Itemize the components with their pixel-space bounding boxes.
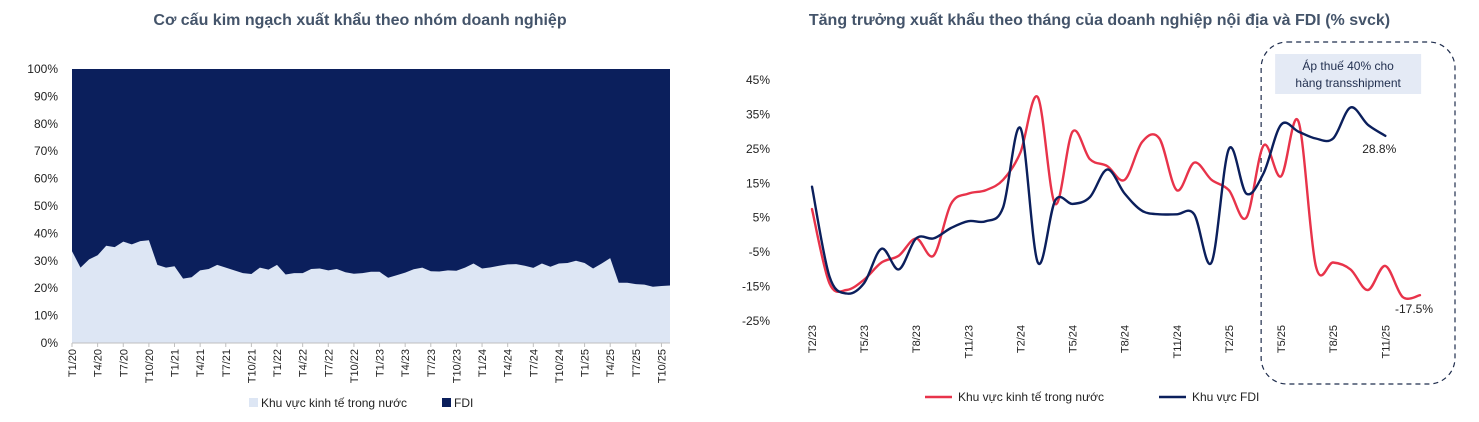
left-area-chart: 0% 10% 20% 30% 40% 50% 60% 70% 80% 90% 100% T1/20 T4… [27, 62, 670, 410]
y-tick-label: 15% [746, 176, 770, 190]
x-tick-label: T1/24 [477, 349, 489, 377]
x-tick-label: T8/23 [911, 325, 923, 353]
y-tick-label: -25% [742, 314, 770, 328]
legend-label-domestic: Khu vực kinh tế trong nước [958, 390, 1104, 404]
right-line-chart: -25% -15% -5% 5% 15% 25% 35% 45% T2/23 T5/23 T8/23… [742, 41, 1456, 404]
x-tick-label: T7/20 [118, 349, 130, 377]
x-tick-label: T10/23 [451, 349, 463, 383]
x-tick-label: T5/24 [1068, 325, 1080, 353]
x-tick-label: T7/22 [323, 349, 335, 377]
x-tick-label: T4/21 [195, 349, 207, 377]
y-tick-label: 25% [746, 142, 770, 156]
end-label-fdi: 28.8% [1362, 142, 1396, 156]
x-tick-label: T10/25 [657, 349, 669, 383]
x-tick-label: T2/25 [1224, 325, 1236, 353]
y-tick-label: 100% [27, 62, 58, 76]
x-tick-label: T7/25 [631, 349, 643, 377]
legend-swatch-domestic [249, 398, 258, 407]
right-chart-title: Tăng trưởng xuất khẩu theo tháng của doa… [808, 12, 1391, 29]
annotation-box [1275, 54, 1422, 94]
x-tick-label: T10/20 [144, 349, 156, 383]
x-tick-label: T4/25 [605, 349, 617, 377]
x-tick-label: T7/21 [221, 349, 233, 377]
x-tick-label: T7/23 [426, 349, 438, 377]
legend-label-fdi: Khu vực FDI [1192, 390, 1259, 404]
legend-label-fdi: FDI [454, 396, 473, 410]
legend-label-domestic: Khu vực kinh tế trong nước [261, 396, 407, 410]
x-tick-label: T5/25 [1276, 325, 1288, 353]
x-tick-label: T1/25 [580, 349, 592, 377]
y-tick-label: -5% [749, 245, 771, 259]
domestic-area [72, 240, 670, 343]
x-tick-label: T11/24 [1172, 325, 1184, 358]
x-tick-label: T10/24 [554, 349, 566, 383]
right-chart-panel: Tăng trưởng xuất khẩu theo tháng của doa… [720, 0, 1479, 422]
legend-swatch-fdi [442, 398, 451, 407]
highlight-box [1260, 41, 1456, 385]
y-tick-label: 50% [34, 199, 58, 213]
y-tick-label: -15% [742, 280, 770, 294]
y-tick-label: 45% [746, 73, 770, 87]
y-tick-label: 80% [34, 117, 58, 131]
x-tick-label: T1/22 [272, 349, 284, 377]
y-tick-label: 40% [34, 226, 58, 240]
x-tick-label: T4/24 [503, 349, 515, 377]
left-chart-title: Cơ cấu kim ngạch xuất khẩu theo nhóm doa… [153, 12, 567, 29]
domestic-growth-line [810, 95, 1422, 300]
x-tick-label: T11/23 [963, 325, 975, 358]
fdi-growth-line [810, 106, 1387, 295]
x-tick-label: T4/20 [93, 349, 105, 377]
x-tick-label: T8/25 [1328, 325, 1340, 353]
x-tick-label: T8/24 [1120, 325, 1132, 353]
y-tick-label: 20% [34, 281, 58, 295]
y-tick-label: 5% [753, 211, 771, 225]
y-tick-label: 90% [34, 89, 58, 103]
x-tick-label: T10/22 [349, 349, 361, 383]
annotation-text-line2: hàng transshipment [1295, 76, 1401, 90]
x-tick-label: T11/25 [1380, 325, 1392, 358]
x-tick-label: T4/22 [298, 349, 310, 377]
left-chart-panel: Cơ cấu kim ngạch xuất khẩu theo nhóm doa… [0, 0, 720, 422]
y-tick-label: 35% [746, 107, 770, 121]
x-tick-label: T2/23 [807, 325, 819, 353]
y-tick-label: 60% [34, 172, 58, 186]
end-label-domestic: -17.5% [1395, 302, 1433, 316]
x-tick-label: T10/21 [246, 349, 258, 383]
y-tick-label: 70% [34, 144, 58, 158]
y-tick-label: 30% [34, 254, 58, 268]
x-tick-label: T4/23 [400, 349, 412, 377]
y-tick-label: 0% [41, 336, 59, 350]
annotation-text-line1: Áp thuế 40% cho [1302, 58, 1394, 73]
x-tick-label: T7/24 [528, 349, 540, 377]
x-tick-label: T1/20 [67, 349, 79, 377]
x-tick-label: T5/23 [859, 325, 871, 353]
y-tick-label: 10% [34, 309, 58, 323]
x-tick-label: T1/21 [170, 349, 182, 377]
x-tick-label: T1/23 [375, 349, 387, 377]
x-tick-label: T2/24 [1016, 325, 1028, 353]
